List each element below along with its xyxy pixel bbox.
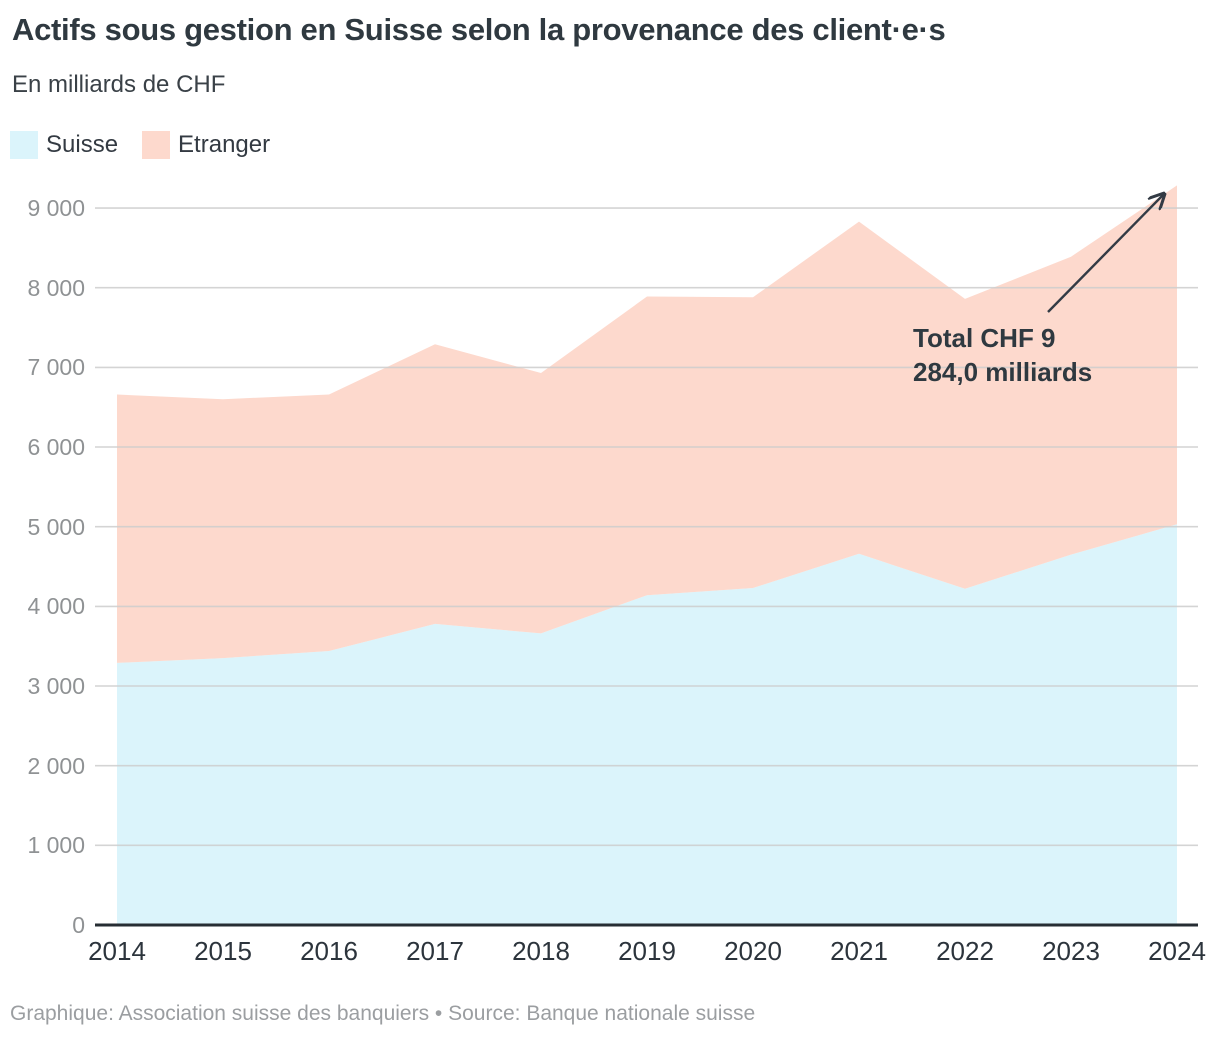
x-axis-tick-label: 2024	[1148, 936, 1206, 966]
x-axis-tick-label: 2018	[512, 936, 570, 966]
y-axis-tick-label: 5 000	[27, 513, 85, 540]
x-axis-tick-label: 2014	[88, 936, 146, 966]
x-axis-tick-label: 2017	[406, 936, 464, 966]
y-axis-tick-label: 1 000	[27, 832, 85, 859]
y-axis-tick-label: 8 000	[27, 274, 85, 301]
y-axis-tick-label: 9 000	[27, 195, 85, 222]
suisse-swatch-icon	[10, 131, 38, 159]
total-annotation: Total CHF 9 284,0 milliards	[913, 321, 1153, 389]
x-axis-tick-label: 2019	[618, 936, 676, 966]
area-etranger	[117, 185, 1177, 663]
x-axis-tick-label: 2015	[194, 936, 252, 966]
x-axis-tick-label: 2021	[830, 936, 888, 966]
y-axis-tick-label: 2 000	[27, 752, 85, 779]
y-axis-tick-label: 3 000	[27, 673, 85, 700]
x-axis-tick-label: 2016	[300, 936, 358, 966]
y-axis-tick-label: 6 000	[27, 434, 85, 461]
etranger-swatch-icon	[142, 131, 171, 159]
source-credit: Graphique: Association suisse des banqui…	[10, 1002, 756, 1025]
legend-item-suisse: Suisse	[10, 131, 118, 159]
total-annotation-line1: Total CHF 9	[913, 323, 1056, 353]
page-title: Actifs sous gestion en Suisse selon la p…	[12, 12, 946, 47]
y-axis-tick-label: 4 000	[27, 593, 85, 620]
legend-label-suisse: Suisse	[46, 131, 119, 158]
x-axis-tick-label: 2020	[724, 936, 782, 966]
area-suisse	[117, 524, 1177, 925]
y-axis-tick-label: 0	[72, 912, 85, 938]
total-annotation-line2: 284,0 milliards	[913, 357, 1093, 387]
x-axis-tick-label: 2022	[936, 936, 994, 966]
legend-label-etranger: Etranger	[178, 131, 271, 158]
y-axis-tick-label: 7 000	[27, 354, 85, 381]
legend-item-etranger: Etranger	[142, 131, 270, 159]
x-axis-tick-label: 2023	[1042, 936, 1100, 966]
annotation-arrow	[1047, 195, 1163, 313]
legend: Suisse Etranger	[10, 131, 270, 159]
chart-subtitle: En milliards de CHF	[12, 71, 226, 98]
